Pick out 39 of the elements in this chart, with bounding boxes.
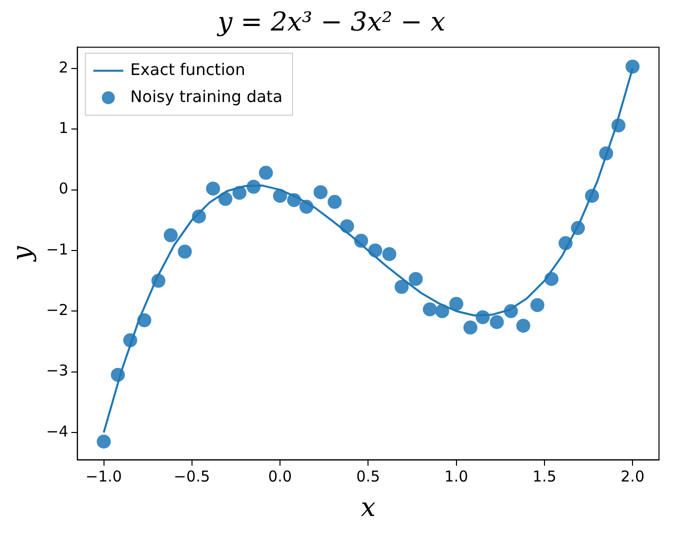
y-axis-title: y: [7, 246, 38, 262]
point: [516, 318, 530, 333]
point: [258, 166, 273, 180]
point: [394, 280, 409, 294]
point: [422, 302, 437, 316]
chart-title: y = 2x³ − 3x² − x: [216, 7, 446, 38]
point: [96, 434, 111, 449]
y-tick-label: 0: [58, 180, 68, 198]
point: [463, 320, 478, 335]
point: [206, 182, 220, 196]
x-tick-label: 1.5: [532, 468, 556, 486]
x-tick-label: 0.5: [356, 468, 380, 486]
point: [530, 298, 544, 312]
y-tick-label: −2: [46, 301, 68, 320]
point: [218, 192, 232, 206]
point: [408, 272, 423, 286]
y-tick-label: 2: [58, 58, 68, 76]
y-tick-label: 1: [58, 119, 68, 138]
point: [314, 185, 328, 200]
point: [273, 188, 288, 203]
x-tick-label: 2.0: [620, 468, 644, 486]
point: [328, 194, 342, 209]
point: [435, 304, 450, 318]
point: [164, 228, 178, 242]
y-tick-label: −3: [46, 362, 68, 380]
point: [449, 296, 464, 311]
point: [382, 247, 396, 262]
x-tick-label: −0.5: [174, 468, 210, 486]
x-tick-label: −1.0: [86, 468, 122, 486]
y-tick-label: −4: [46, 422, 68, 440]
x-tick-label: 1.0: [444, 468, 468, 486]
point: [490, 315, 504, 330]
legend-label: Noisy training data: [130, 86, 283, 106]
point: [178, 244, 192, 259]
legend-label: Exact function: [130, 60, 246, 79]
point: [626, 60, 640, 74]
x-axis-title: x: [360, 493, 376, 524]
y-tick-label: −1: [46, 240, 68, 258]
x-tick-label: 0.0: [268, 468, 292, 486]
